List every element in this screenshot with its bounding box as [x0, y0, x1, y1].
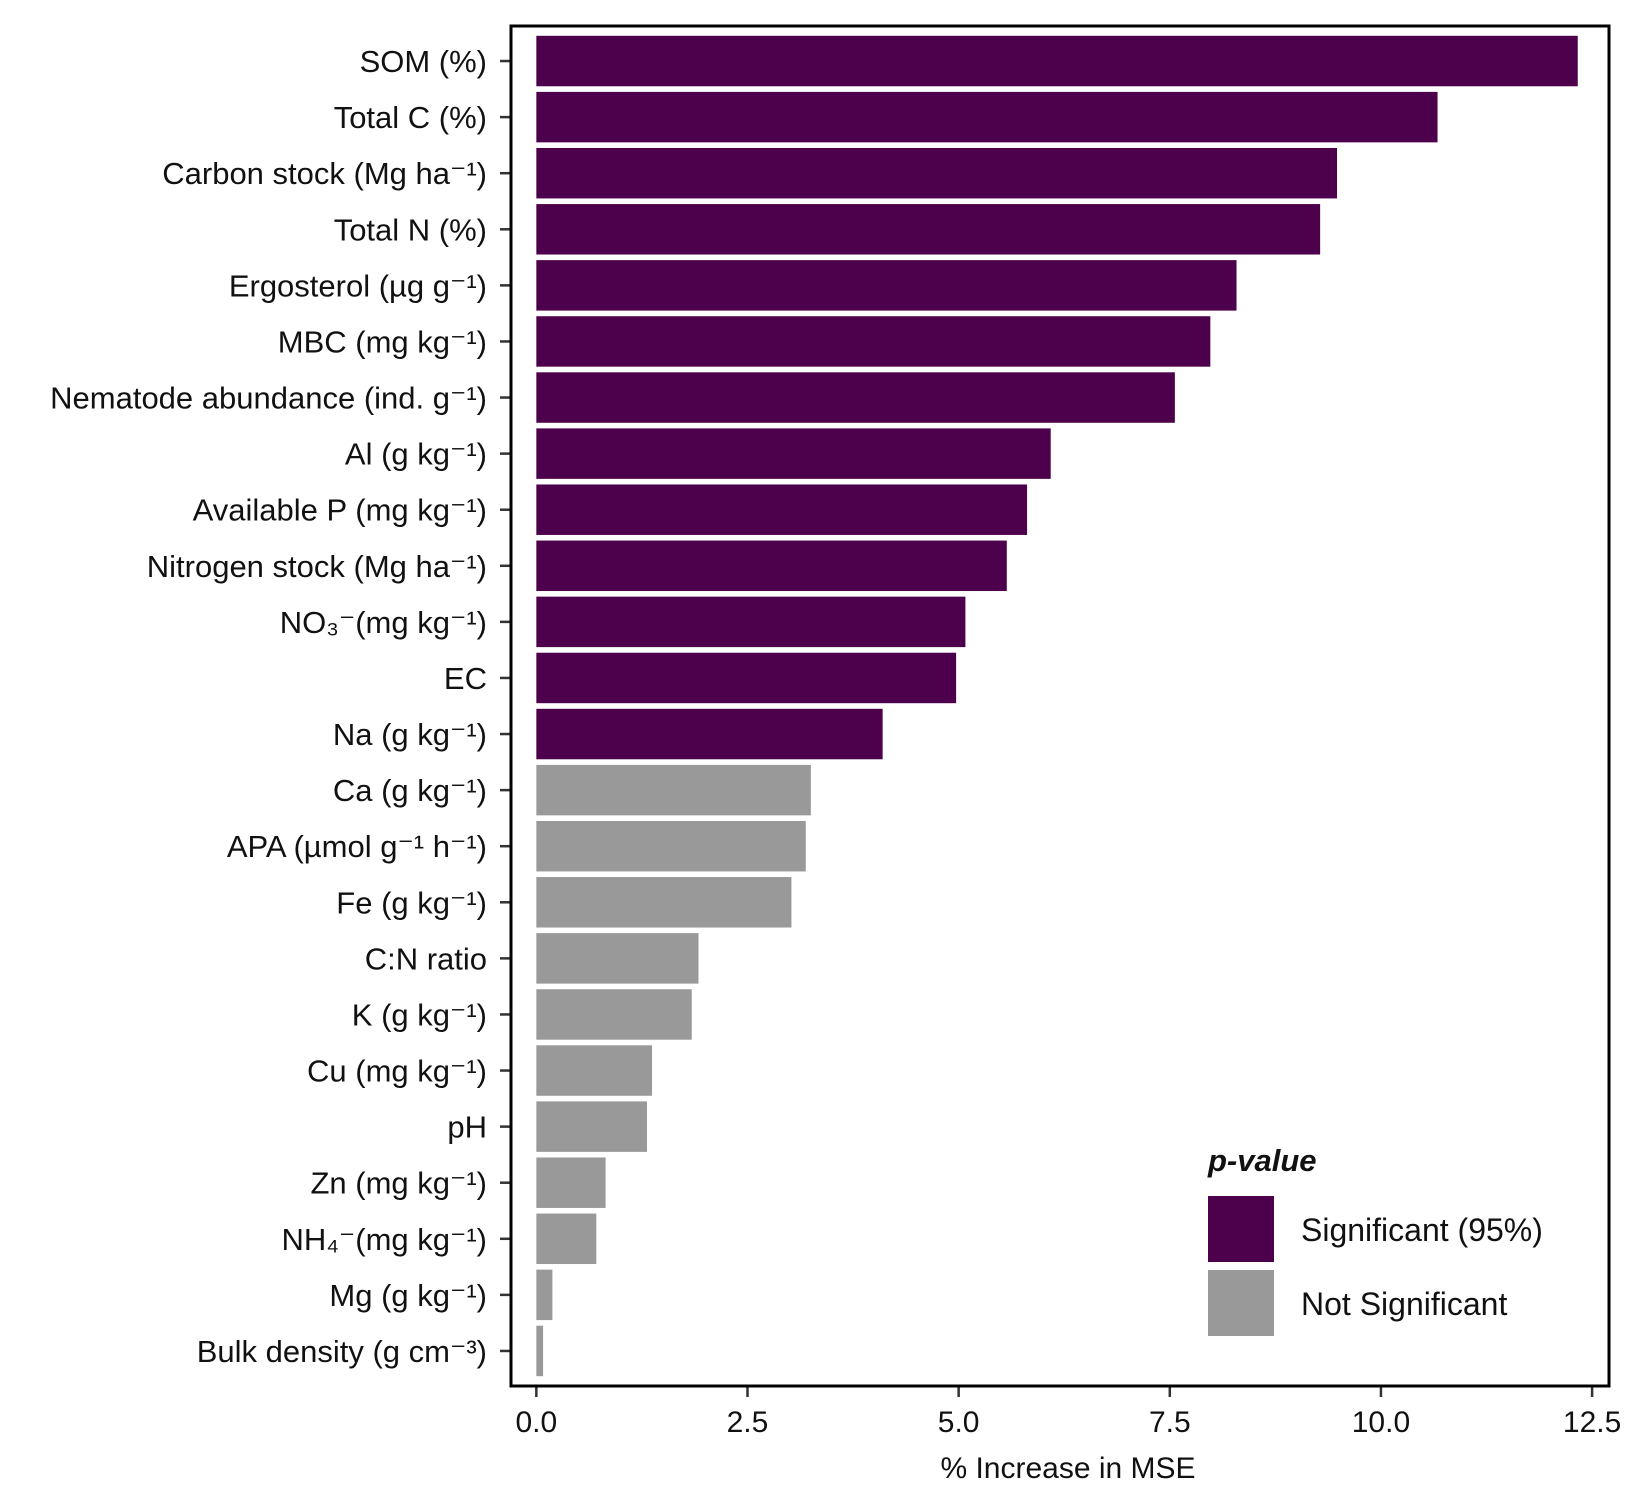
x-tick-label: 0.0: [515, 1406, 557, 1439]
category-label: SOM (%): [360, 44, 487, 79]
bar-10: [536, 540, 1007, 592]
legend-title: p-value: [1207, 1143, 1317, 1178]
plot-panel-border: [509, 24, 1611, 1388]
bar-8: [536, 428, 1051, 479]
bar-17: [536, 933, 699, 984]
bar-7: [536, 372, 1175, 423]
category-label: APA (µmol g⁻¹ h⁻¹): [227, 829, 487, 864]
legend-label-ns: Not Significant: [1301, 1286, 1507, 1322]
category-label: Carbon stock (Mg ha⁻¹): [162, 156, 487, 191]
bar-18: [536, 989, 692, 1040]
category-label: NH₄⁻(mg kg⁻¹): [281, 1222, 487, 1257]
bar-22: [536, 1213, 597, 1265]
category-label: Total N (%): [334, 212, 487, 247]
bar-4: [536, 204, 1321, 255]
category-label: Fe (g kg⁻¹): [336, 885, 487, 920]
category-label: MBC (mg kg⁻¹): [278, 324, 487, 359]
category-label: EC: [444, 661, 487, 696]
legend-swatch-sig: [1208, 1196, 1274, 1262]
bar-9: [536, 484, 1028, 535]
category-label: Available P (mg kg⁻¹): [193, 493, 487, 528]
bar-5: [536, 260, 1237, 311]
bar-16: [536, 877, 792, 928]
category-label: K (g kg⁻¹): [352, 997, 487, 1032]
bar-19: [536, 1045, 653, 1096]
category-label: Na (g kg⁻¹): [333, 717, 487, 752]
x-axis-title: % Increase in MSE: [940, 1452, 1195, 1485]
legend-label-sig: Significant (95%): [1301, 1212, 1543, 1248]
x-tick-label: 12.5: [1563, 1406, 1621, 1439]
x-ticks: 0.0 2.5 5.0 7.5 10.0 12.5: [515, 1386, 1621, 1439]
category-label: Zn (mg kg⁻¹): [310, 1166, 487, 1201]
category-label: Cu (mg kg⁻¹): [307, 1054, 487, 1089]
bar-3: [536, 147, 1338, 199]
category-label: Al (g kg⁻¹): [345, 437, 487, 472]
bar-6: [536, 316, 1211, 367]
bar-12: [536, 652, 957, 704]
bar-24: [536, 1325, 544, 1377]
x-tick-label: 7.5: [1149, 1406, 1191, 1439]
category-labels: SOM (%) Total C (%) Carbon stock (Mg ha⁻¹)…: [50, 44, 487, 1369]
category-label: pH: [447, 1110, 487, 1145]
legend-items: Significant (95%) Not Significant: [1208, 1196, 1543, 1336]
legend: p-value Significant (95%) Not Significant: [1207, 1143, 1543, 1336]
category-label: Ca (g kg⁻¹): [333, 773, 487, 808]
category-label: Mg (g kg⁻¹): [329, 1278, 487, 1313]
bar-21: [536, 1157, 606, 1208]
bar-1: [536, 35, 1578, 87]
category-label: Total C (%): [334, 100, 487, 135]
bar-11: [536, 596, 966, 648]
category-label: C:N ratio: [365, 941, 487, 976]
bar-14: [536, 764, 811, 816]
bar-23: [536, 1269, 553, 1321]
bars-layer: [536, 35, 1578, 1377]
category-label: Bulk density (g cm⁻³): [197, 1334, 487, 1369]
bar-2: [536, 91, 1438, 143]
y-ticks: [500, 59, 511, 1353]
bar-20: [536, 1101, 647, 1152]
category-label: Nitrogen stock (Mg ha⁻¹): [147, 549, 487, 584]
x-tick-label: 2.5: [727, 1406, 769, 1439]
bar-15: [536, 820, 806, 872]
legend-swatch-ns: [1208, 1270, 1274, 1336]
category-label: NO₃⁻(mg kg⁻¹): [280, 605, 487, 640]
category-label: Ergosterol (µg g⁻¹): [229, 268, 487, 303]
bar-13: [536, 708, 883, 760]
x-tick-label: 10.0: [1352, 1406, 1410, 1439]
category-label: Nematode abundance (ind. g⁻¹): [50, 381, 487, 416]
x-tick-label: 5.0: [938, 1406, 980, 1439]
